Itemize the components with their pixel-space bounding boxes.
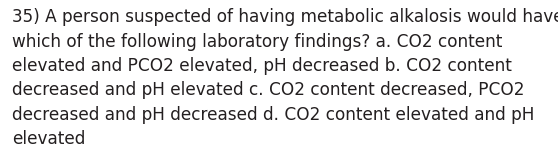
Text: 35) A person suspected of having metabolic alkalosis would have
which of the fol: 35) A person suspected of having metabol… (12, 8, 558, 148)
